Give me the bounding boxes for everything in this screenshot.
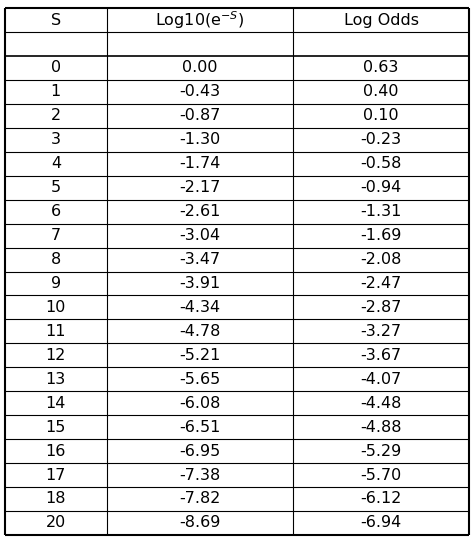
Text: -1.31: -1.31	[360, 204, 401, 219]
Text: 9: 9	[51, 276, 61, 291]
Text: -4.88: -4.88	[360, 420, 402, 434]
Text: -0.87: -0.87	[179, 109, 220, 123]
Text: -1.30: -1.30	[179, 132, 220, 147]
Text: 17: 17	[46, 468, 66, 483]
Text: 5: 5	[51, 180, 61, 195]
Text: 8: 8	[51, 252, 61, 267]
Text: 20: 20	[46, 515, 66, 531]
Text: -2.47: -2.47	[360, 276, 401, 291]
Text: -0.23: -0.23	[360, 132, 401, 147]
Text: -6.12: -6.12	[360, 491, 401, 507]
Text: -2.61: -2.61	[179, 204, 220, 219]
Text: -6.51: -6.51	[179, 420, 220, 434]
Text: Log Odds: Log Odds	[344, 12, 419, 28]
Text: -0.43: -0.43	[179, 85, 220, 99]
Text: -5.21: -5.21	[179, 348, 220, 363]
Text: -3.04: -3.04	[179, 228, 220, 243]
Text: 3: 3	[51, 132, 61, 147]
Text: 14: 14	[46, 396, 66, 411]
Text: 15: 15	[46, 420, 66, 434]
Text: -6.94: -6.94	[360, 515, 401, 531]
Text: -3.67: -3.67	[360, 348, 401, 363]
Text: -1.69: -1.69	[360, 228, 401, 243]
Text: -0.58: -0.58	[360, 156, 401, 171]
Text: 16: 16	[46, 444, 66, 458]
Text: -3.47: -3.47	[179, 252, 220, 267]
Text: -5.70: -5.70	[360, 468, 401, 483]
Text: -5.29: -5.29	[360, 444, 401, 458]
Text: 11: 11	[46, 324, 66, 339]
Text: -4.48: -4.48	[360, 396, 401, 411]
Text: -2.87: -2.87	[360, 300, 401, 315]
Text: -4.34: -4.34	[179, 300, 220, 315]
Text: 6: 6	[51, 204, 61, 219]
Text: Log10(e$^{-S}$): Log10(e$^{-S}$)	[155, 9, 245, 31]
Text: -5.65: -5.65	[179, 372, 220, 387]
Text: 0.10: 0.10	[363, 109, 399, 123]
Text: 13: 13	[46, 372, 66, 387]
Text: -2.08: -2.08	[360, 252, 401, 267]
Text: 1: 1	[51, 85, 61, 99]
Text: -6.95: -6.95	[179, 444, 220, 458]
Text: -0.94: -0.94	[360, 180, 401, 195]
Text: -3.27: -3.27	[360, 324, 401, 339]
Text: 2: 2	[51, 109, 61, 123]
Text: -3.91: -3.91	[179, 276, 220, 291]
Text: 0: 0	[51, 60, 61, 75]
Text: -1.74: -1.74	[179, 156, 220, 171]
Text: 4: 4	[51, 156, 61, 171]
Text: -7.82: -7.82	[179, 491, 220, 507]
Text: 12: 12	[46, 348, 66, 363]
Text: -4.78: -4.78	[179, 324, 220, 339]
Text: -6.08: -6.08	[179, 396, 220, 411]
Text: -7.38: -7.38	[179, 468, 220, 483]
Text: 18: 18	[46, 491, 66, 507]
Text: 7: 7	[51, 228, 61, 243]
Text: S: S	[51, 12, 61, 28]
Text: 0.00: 0.00	[182, 60, 218, 75]
Text: -2.17: -2.17	[179, 180, 220, 195]
Text: 0.63: 0.63	[363, 60, 399, 75]
Text: 0.40: 0.40	[363, 85, 399, 99]
Text: 10: 10	[46, 300, 66, 315]
Text: -8.69: -8.69	[179, 515, 220, 531]
Text: -4.07: -4.07	[360, 372, 401, 387]
